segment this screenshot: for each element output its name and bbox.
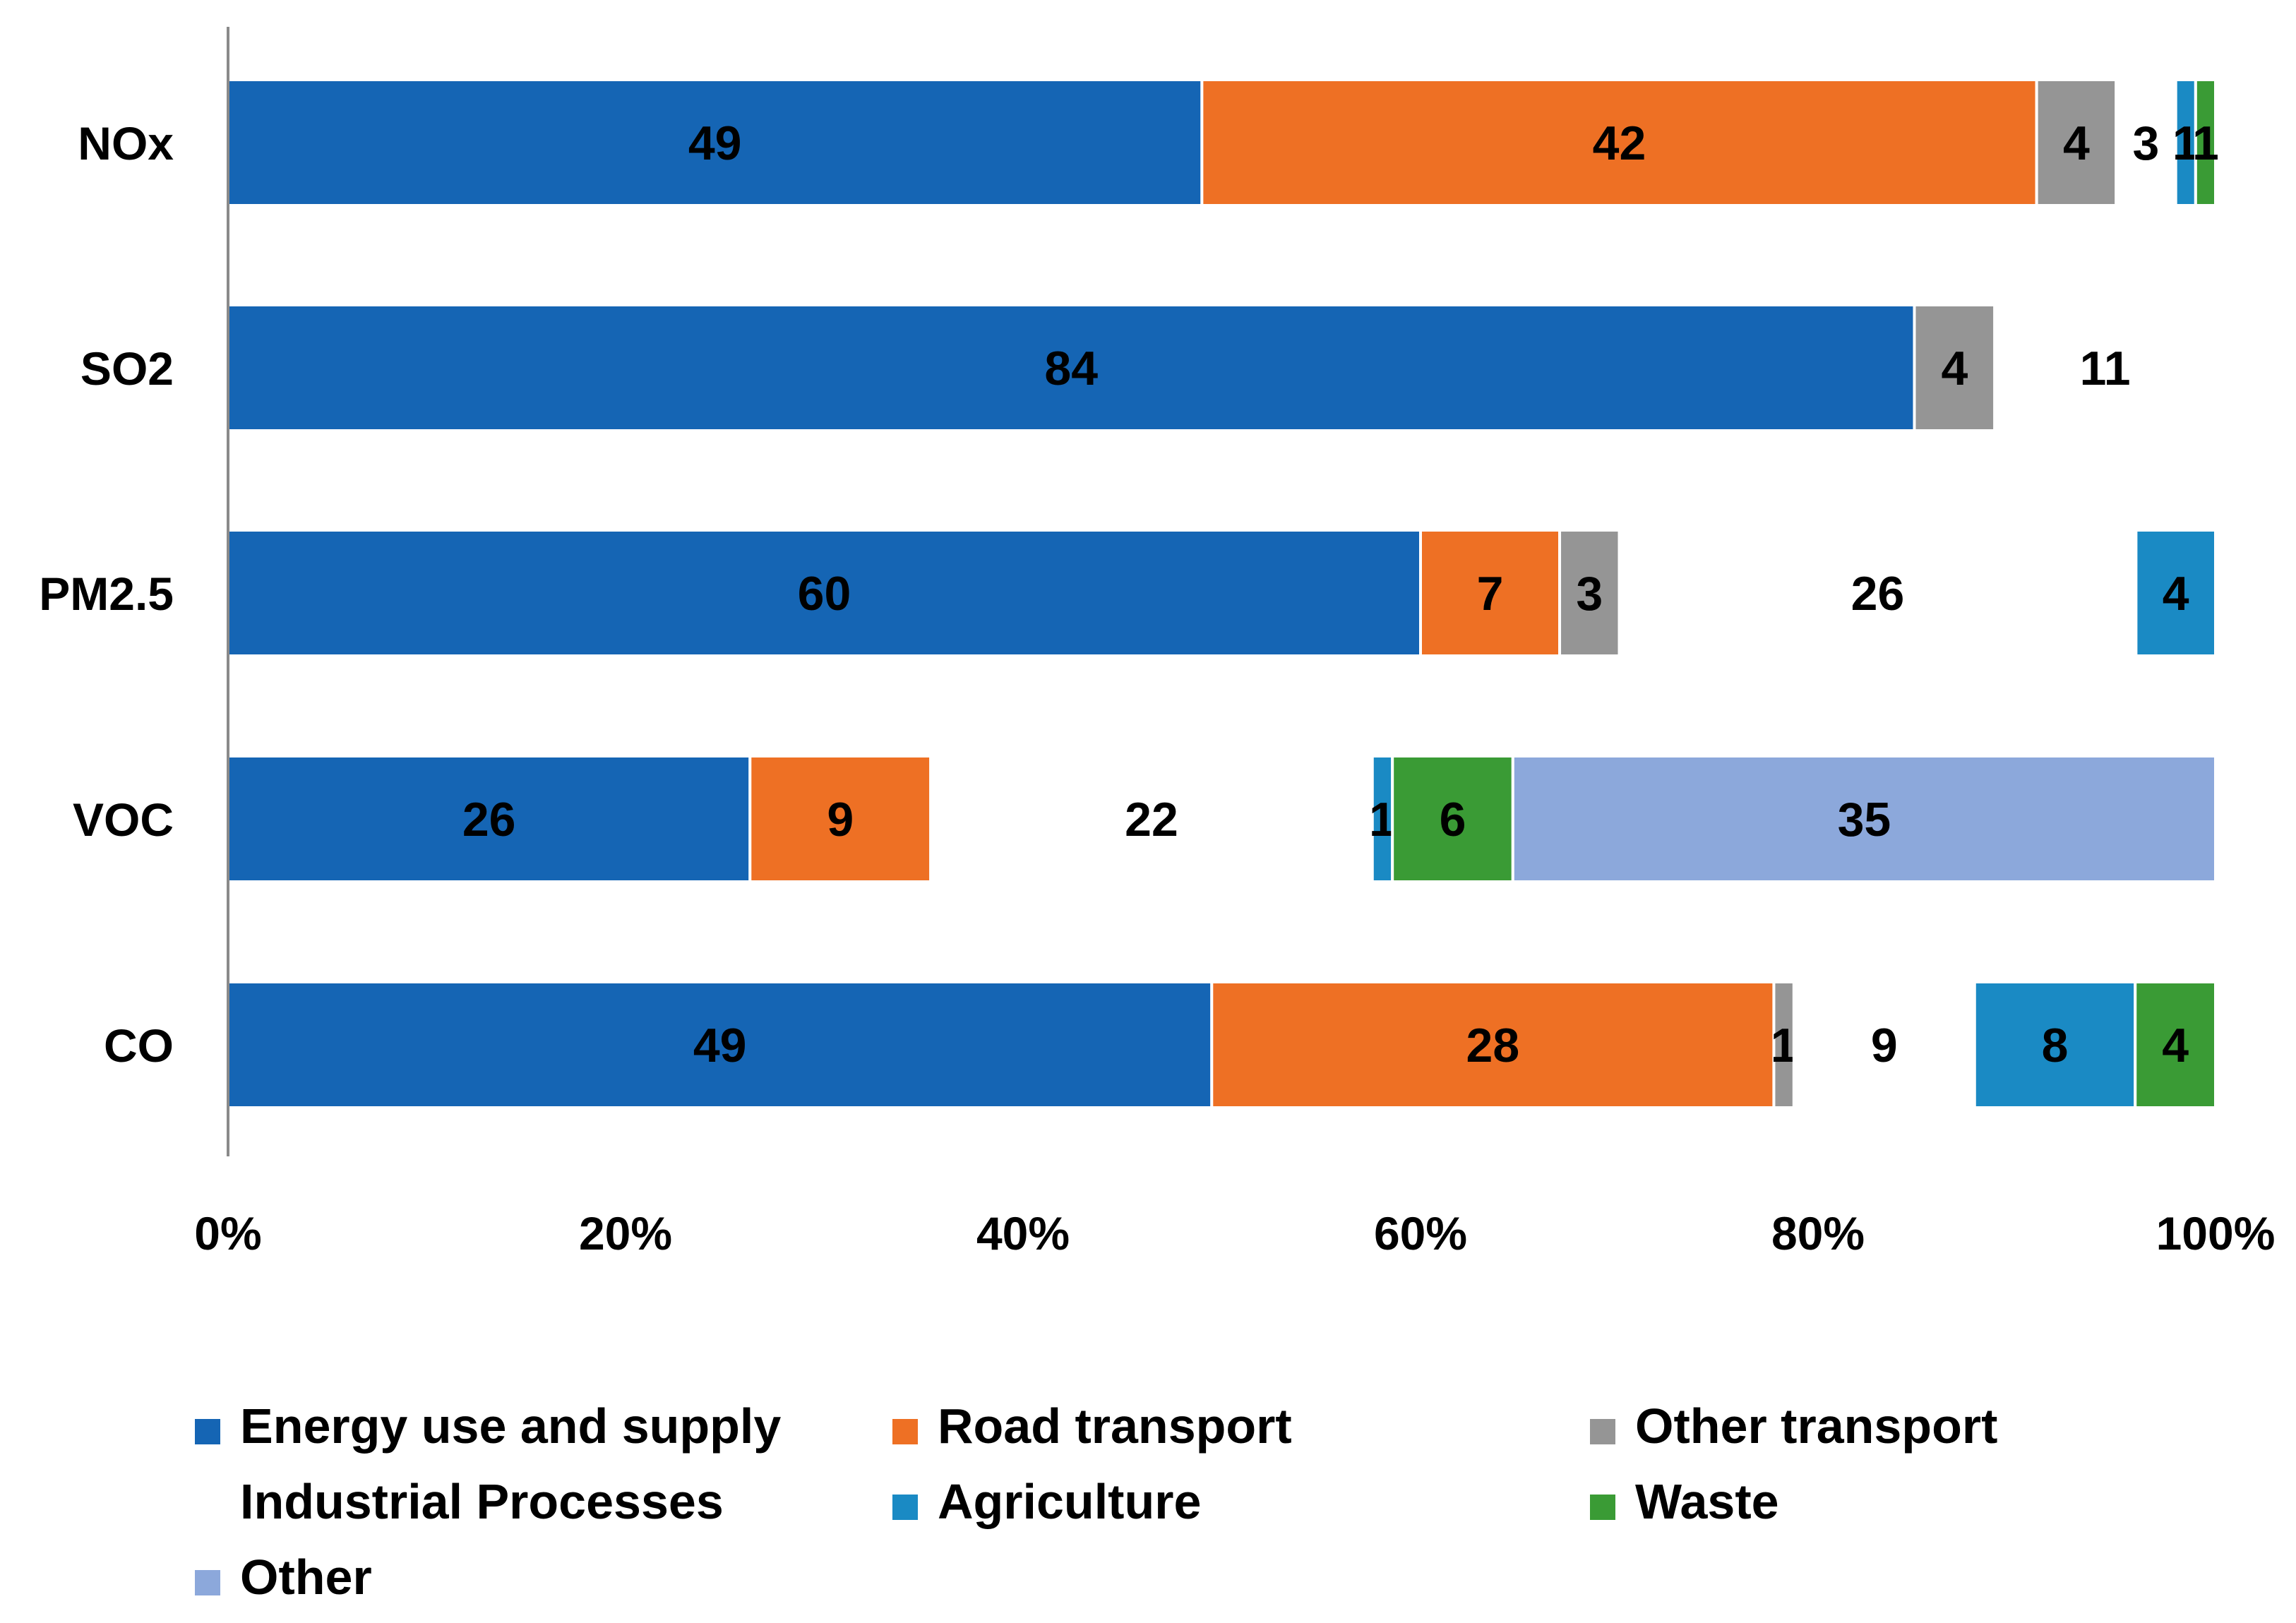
bar-pm2-5-other-transport (1558, 529, 1621, 657)
category-label-so2: SO2 (80, 342, 174, 395)
data-label-pm2-5-agriculture: 4 (2163, 567, 2189, 621)
legend-swatch-energy-use-and-supply (195, 1419, 220, 1444)
x-tick-label-40pct: 40% (976, 1207, 1070, 1259)
legend-label-road-transport: Road transport (938, 1399, 1292, 1454)
bar-nox-waste (2194, 78, 2218, 207)
x-tick-label-20pct: 20% (579, 1207, 672, 1259)
category-label-voc: VOC (73, 793, 174, 846)
data-label-co-road-transport: 28 (1466, 1019, 1520, 1072)
bar-so2-industrial-processes (1993, 304, 2217, 432)
legend-label-waste: Waste (1635, 1474, 1779, 1529)
category-label-nox: NOx (78, 117, 174, 169)
axes: NOx SO2 PM2.5 VOC CO 0% 20% 40% 60% 80% 100% (39, 27, 2275, 1259)
bar-nox-agriculture (2174, 78, 2197, 207)
bar-pm2-5-energy-use-and-supply (227, 529, 1422, 657)
data-label-co-industrial-processes: 9 (1871, 1019, 1898, 1072)
data-label-so2-energy-use-and-supply: 84 (1044, 342, 1098, 395)
legend: Energy use and supply Road transport Other… (195, 1399, 1997, 1605)
data-label-nox-road-transport: 42 (1593, 116, 1646, 170)
bar-so2-other-transport (1913, 304, 1997, 432)
legend-swatch-other (195, 1570, 220, 1595)
bar-nox-other-transport (2035, 78, 2118, 207)
data-label-so2-other-transport: 4 (1941, 342, 1968, 395)
legend-label-industrial-processes: Industrial Processes (240, 1474, 724, 1529)
legend-swatch-road-transport (892, 1419, 918, 1444)
data-label-voc-energy-use-and-supply: 26 (462, 793, 516, 846)
data-label-voc-waste: 6 (1440, 793, 1466, 846)
data-label-co-waste: 4 (2162, 1019, 2189, 1072)
bar-voc-other (1511, 755, 2218, 883)
data-label-pm2-5-energy-use-and-supply: 60 (798, 567, 851, 621)
bar-pm2-5-agriculture (2134, 529, 2217, 657)
legend-swatch-waste (1590, 1495, 1615, 1520)
bar-nox-energy-use-and-supply (227, 78, 1204, 207)
bar-voc-energy-use-and-supply (227, 755, 752, 883)
data-label-nox-energy-use-and-supply: 49 (688, 116, 742, 170)
bar-voc-agriculture (1370, 755, 1394, 883)
legend-swatch-other-transport (1590, 1419, 1615, 1444)
data-label-nox-waste: 1 (2192, 116, 2219, 170)
data-label-co-agriculture: 8 (2042, 1019, 2069, 1072)
bar-co-agriculture (1973, 981, 2137, 1109)
data-label-nox-other-transport: 4 (2063, 116, 2090, 170)
bar-co-energy-use-and-supply (227, 981, 1214, 1109)
bar-voc-road-transport (748, 755, 933, 883)
x-tick-label-80pct: 80% (1771, 1207, 1865, 1259)
x-tick-label-60pct: 60% (1374, 1207, 1467, 1259)
bar-co-industrial-processes (1792, 981, 1976, 1109)
bar-pm2-5-road-transport (1419, 529, 1562, 657)
legend-label-other: Other (240, 1550, 372, 1605)
legend-label-energy-use-and-supply: Energy use and supply (240, 1399, 781, 1454)
legend-swatch-agriculture (892, 1495, 918, 1520)
data-label-pm2-5-industrial-processes: 26 (1851, 567, 1905, 621)
data-label-co-energy-use-and-supply: 49 (693, 1019, 747, 1072)
data-label-so2-industrial-processes: 11 (2080, 342, 2131, 395)
category-label-pm2-5: PM2.5 (39, 568, 174, 620)
legend-label-agriculture: Agriculture (938, 1474, 1201, 1529)
data-label-voc-road-transport: 9 (827, 793, 854, 846)
data-label-pm2-5-road-transport: 7 (1477, 567, 1504, 621)
x-tick-label-0pct: 0% (194, 1207, 261, 1259)
x-tick-label-100pct: 100% (2156, 1207, 2276, 1259)
bar-co-waste (2134, 981, 2218, 1109)
data-label-nox-industrial-processes: 3 (2133, 116, 2160, 170)
category-label-co: CO (104, 1019, 174, 1072)
bar-voc-industrial-processes (929, 755, 1374, 883)
data-label-voc-other: 35 (1838, 793, 1891, 846)
data-label-pm2-5-other-transport: 3 (1576, 567, 1603, 621)
bar-pm2-5-industrial-processes (1618, 529, 2138, 657)
legend-label-other-transport: Other transport (1635, 1399, 1997, 1454)
bar-nox-road-transport (1200, 78, 2038, 207)
data-label-voc-industrial-processes: 22 (1125, 793, 1178, 846)
bar-co-other-transport (1772, 981, 1795, 1109)
bar-so2-energy-use-and-supply (227, 304, 1916, 432)
